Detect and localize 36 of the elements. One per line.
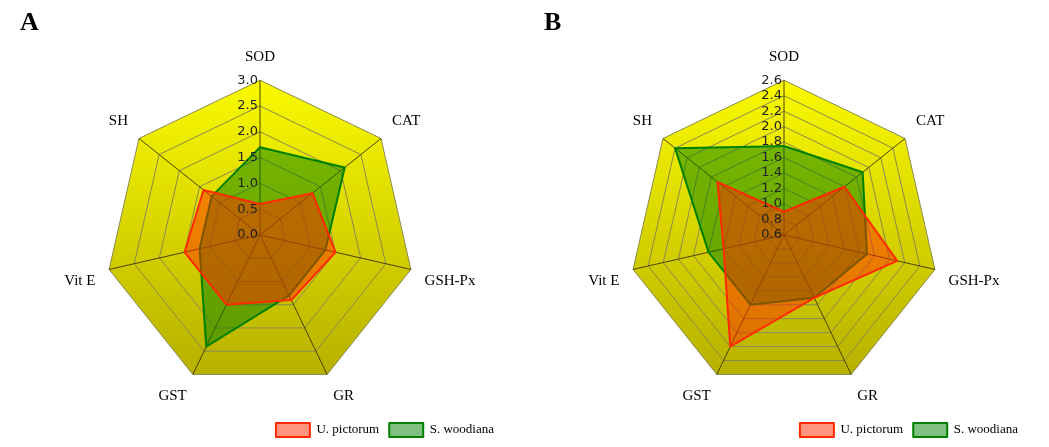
- spoke-label: SH: [108, 111, 129, 128]
- spoke-label: GST: [682, 387, 711, 404]
- spoke-label: SOD: [244, 48, 276, 65]
- spoke-label: GSH-Px: [424, 272, 476, 289]
- y-tick-label: 2.2: [761, 102, 782, 118]
- y-tick-label: 0.8: [761, 210, 782, 226]
- y-tick-label: 0.5: [237, 200, 258, 216]
- y-tick-label: 1.4: [761, 164, 782, 180]
- y-tick-label: 2.0: [761, 118, 782, 134]
- y-tick-label: 1.6: [761, 148, 782, 164]
- spoke-label: SOD: [768, 48, 800, 65]
- spoke-label: CAT: [915, 111, 945, 128]
- legend-label: U. pictorum: [316, 421, 380, 437]
- y-tick-label: 2.4: [761, 87, 782, 103]
- legend-label: S. woodiana: [429, 421, 495, 437]
- spoke-label: GSH-Px: [948, 272, 1000, 289]
- y-tick-label: 0.6: [761, 226, 782, 242]
- legend-label: U. pictorum: [840, 421, 904, 437]
- chart-title: B: [544, 7, 562, 37]
- y-tick-label: 2.5: [237, 97, 258, 113]
- y-tick-label: 1.2: [761, 179, 782, 195]
- chart-title: A: [20, 7, 39, 37]
- spoke-label: GR: [333, 387, 355, 404]
- y-tick-label: 0.0: [237, 226, 258, 242]
- y-tick-label: 1.8: [761, 133, 782, 149]
- spoke-label: Vit E: [588, 272, 620, 289]
- legend-label: S. woodiana: [953, 421, 1019, 437]
- spoke-label: GST: [158, 387, 187, 404]
- y-tick-label: 2.6: [761, 71, 782, 87]
- y-tick-label: 1.0: [237, 174, 258, 190]
- y-tick-label: 3.0: [237, 71, 258, 87]
- y-tick-label: 2.0: [237, 123, 258, 139]
- spoke-label: Vit E: [64, 272, 96, 289]
- spoke-label: CAT: [391, 111, 421, 128]
- spoke-label: GR: [857, 387, 879, 404]
- spoke-label: SH: [632, 111, 653, 128]
